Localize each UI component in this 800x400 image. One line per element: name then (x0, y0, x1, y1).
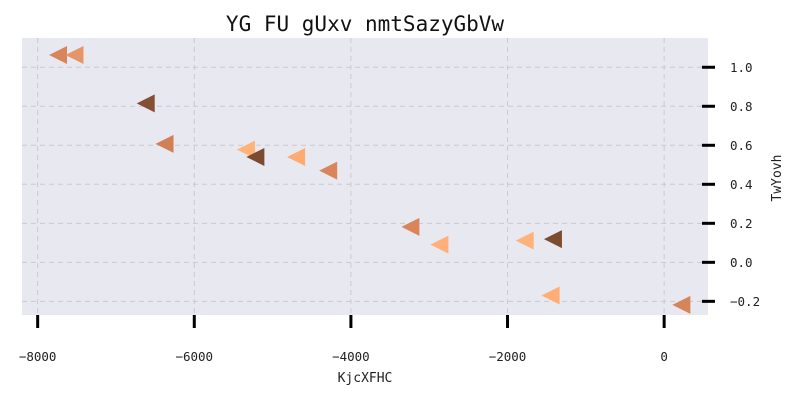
x-tick-label: −4000 (332, 349, 370, 364)
y-tick-label: 1.0 (730, 60, 753, 75)
chart-title: YG FU gUxv nmtSazyGbVw (226, 12, 505, 36)
data-point (401, 217, 420, 236)
y-axis-ticks: 1.0 0.8 0.6 0.4 0.2 0.0 −0.2 (702, 60, 760, 309)
data-point (672, 295, 691, 314)
data-points (49, 45, 691, 314)
data-point (246, 147, 265, 166)
y-tick-label: 0.6 (730, 138, 753, 153)
data-point (543, 230, 562, 249)
data-point (287, 147, 306, 166)
data-point (65, 45, 84, 64)
y-tick-label: 0.2 (730, 216, 753, 231)
y-tick-label: −0.2 (730, 294, 760, 309)
data-point (515, 231, 534, 250)
data-point (541, 286, 560, 305)
data-point (430, 235, 449, 254)
data-point (155, 134, 174, 153)
data-point (136, 94, 155, 113)
grid-lines (22, 38, 708, 315)
x-tick-label: −2000 (489, 349, 527, 364)
y-axis-label: TwYovh (770, 155, 785, 202)
data-point (236, 140, 255, 159)
plot-area (22, 38, 708, 315)
y-tick-label: 0.8 (730, 99, 753, 114)
x-axis-ticks: −8000 −6000 −4000 −2000 0 (19, 315, 668, 364)
data-point (49, 45, 68, 64)
y-tick-label: 0.4 (730, 177, 753, 192)
x-tick-label: 0 (660, 349, 668, 364)
x-tick-label: −8000 (19, 349, 57, 364)
x-axis-label: KjcXFHC (338, 371, 393, 386)
x-tick-label: −6000 (175, 349, 213, 364)
data-point (319, 161, 338, 180)
y-tick-label: 0.0 (730, 255, 753, 270)
